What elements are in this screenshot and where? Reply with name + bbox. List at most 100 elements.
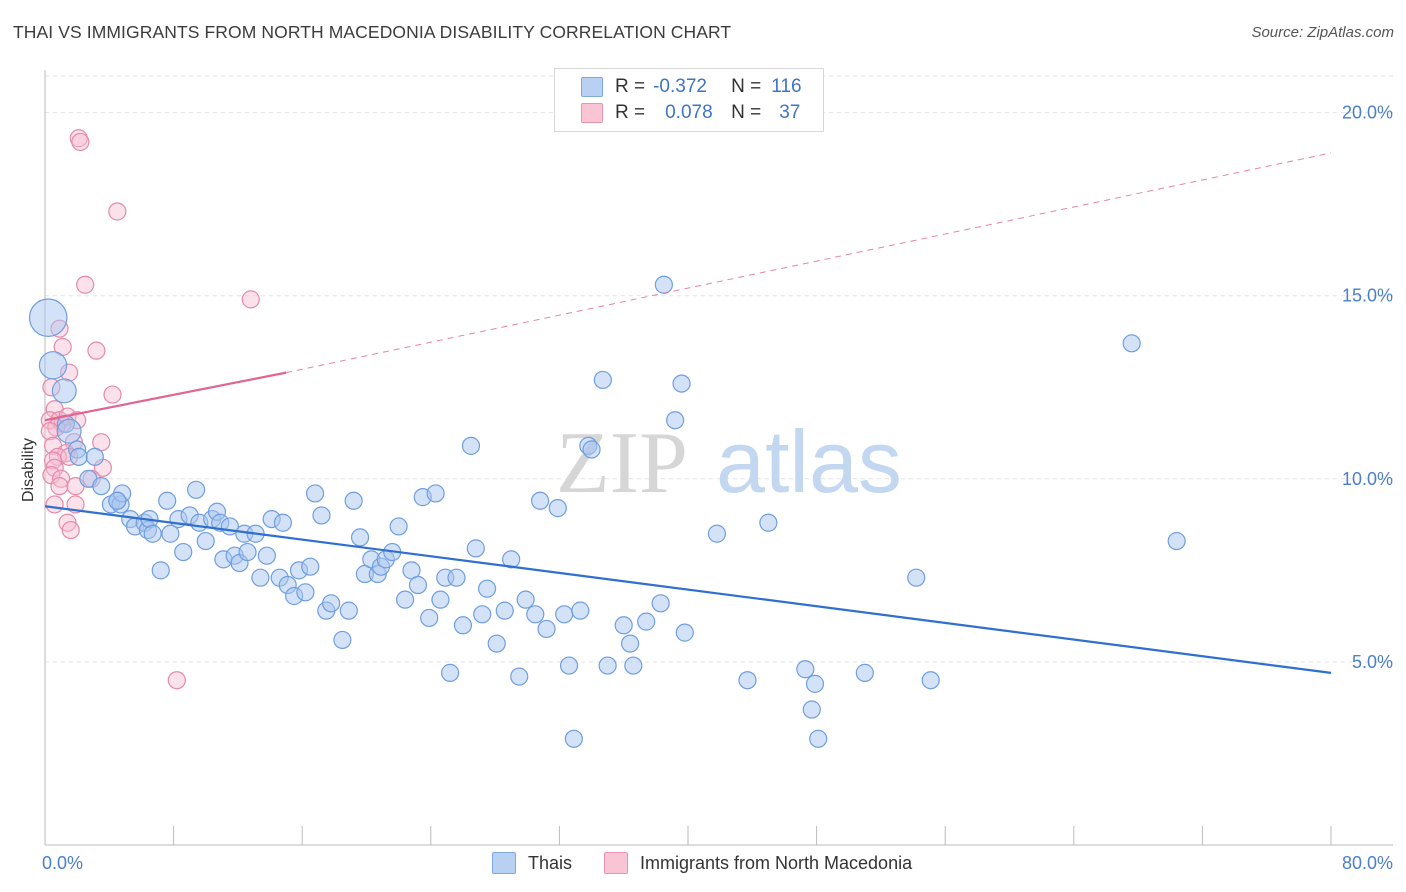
tick-labels: 5.0% 10.0% 15.0% 20.0% 0.0% 80.0% xyxy=(42,103,1393,873)
thai-point xyxy=(707,524,727,543)
thai-point xyxy=(312,506,331,525)
macedonia-trend-line xyxy=(44,371,287,422)
macedonia-point xyxy=(40,422,59,441)
thai-point xyxy=(453,616,473,635)
thai-point xyxy=(85,447,104,466)
thai-point xyxy=(305,484,325,503)
thai-point xyxy=(855,663,874,682)
macedonia-point xyxy=(45,495,64,514)
macedonia-point xyxy=(71,132,90,152)
thai-point xyxy=(38,351,68,380)
thai-point xyxy=(466,539,485,558)
thai-point xyxy=(621,634,640,653)
thai-point xyxy=(1167,531,1186,551)
macedonia-point xyxy=(51,469,71,488)
thai-point xyxy=(108,491,127,510)
thai-point xyxy=(408,575,428,595)
macedonia-point xyxy=(103,385,122,404)
thai-point xyxy=(809,729,828,748)
thai-point xyxy=(598,656,617,675)
thai-point xyxy=(92,477,111,496)
legend-item-thais[interactable]: Thais xyxy=(492,852,572,874)
thai-point xyxy=(143,524,162,543)
grid-lines xyxy=(45,75,1393,663)
thai-point xyxy=(738,671,757,690)
thai-point xyxy=(431,590,450,609)
thai-point xyxy=(582,440,601,459)
macedonia-point xyxy=(50,477,69,496)
legend-n-label: N = xyxy=(731,76,762,97)
macedonia-trend-extension xyxy=(286,152,1332,374)
thai-point xyxy=(759,513,778,532)
thai-point xyxy=(531,491,550,510)
thai-point xyxy=(174,542,193,562)
thai-point xyxy=(238,542,257,562)
legend-swatch-thai xyxy=(581,77,603,97)
macedonia-point xyxy=(241,290,260,309)
macedonia-point xyxy=(43,451,63,470)
thai-point xyxy=(161,524,180,543)
legend-r-label: R = xyxy=(615,102,646,123)
thai-point xyxy=(624,656,643,675)
thai-point xyxy=(548,499,567,518)
thai-point xyxy=(477,579,497,598)
thai-point xyxy=(614,616,633,635)
y-tick-label: 15.0% xyxy=(1342,286,1393,306)
thai-point xyxy=(510,667,529,686)
thai-point xyxy=(796,660,815,679)
macedonia-point xyxy=(167,671,186,690)
thai-point xyxy=(395,590,415,609)
thai-point xyxy=(301,557,320,576)
thai-point xyxy=(907,568,926,587)
chart-title: THAI VS IMMIGRANTS FROM NORTH MACEDONIA … xyxy=(13,22,732,42)
legend-item-macedonia[interactable]: Immigrants from North Macedonia xyxy=(604,852,912,874)
thai-point xyxy=(322,594,341,613)
legend-label-thais: Thais xyxy=(528,852,573,873)
thai-point xyxy=(526,605,545,624)
legend-n-label: N = xyxy=(731,102,762,123)
thai-point xyxy=(333,630,352,650)
thai-point xyxy=(440,663,460,682)
thai-point xyxy=(420,608,439,628)
thai-point xyxy=(654,275,673,294)
trend-lines xyxy=(44,152,1332,674)
thai-point xyxy=(389,517,408,536)
thai-point xyxy=(651,594,670,613)
thai-point xyxy=(805,674,825,693)
thai-point xyxy=(802,700,821,719)
thai-point xyxy=(559,656,579,675)
thai-point xyxy=(1122,334,1141,353)
x-tick-label-max: 80.0% xyxy=(1342,853,1393,873)
y-tick-label: 20.0% xyxy=(1342,103,1393,123)
thai-point xyxy=(473,605,492,624)
thai-point xyxy=(69,447,88,466)
thai-trend-line xyxy=(44,505,1332,674)
thai-point xyxy=(350,528,370,547)
thai-point xyxy=(672,374,691,393)
watermark-atlas: atlas xyxy=(716,412,902,511)
thai-point xyxy=(28,298,68,337)
thai-point xyxy=(555,605,574,624)
thai-point xyxy=(516,590,535,609)
thai-point xyxy=(296,583,315,602)
watermark: ZIP atlas xyxy=(556,412,902,512)
x-tick-label-min: 0.0% xyxy=(42,853,83,873)
thai-point xyxy=(273,513,293,532)
thai-point xyxy=(537,619,556,639)
thai-point xyxy=(344,491,363,510)
thai-point xyxy=(51,378,77,404)
thai-point xyxy=(666,411,685,430)
thai-point xyxy=(151,561,170,580)
macedonia-point xyxy=(108,202,127,221)
macedonia-point xyxy=(61,520,80,540)
legend-n-value-macedonia: 37 xyxy=(779,102,801,123)
source-label: Source: ZipAtlas.com xyxy=(1251,24,1394,41)
y-tick-label: 10.0% xyxy=(1342,469,1393,489)
thai-point xyxy=(461,436,481,455)
macedonia-points xyxy=(40,129,260,690)
legend-label-macedonia: Immigrants from North Macedonia xyxy=(640,852,913,873)
macedonia-point xyxy=(76,275,95,294)
thai-point xyxy=(426,484,445,503)
thai-point xyxy=(675,623,694,642)
